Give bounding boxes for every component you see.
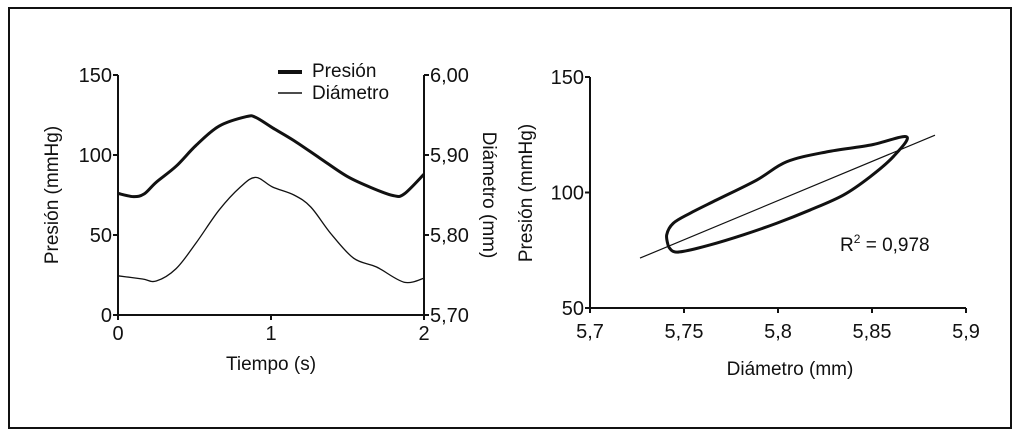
x-tick-label: 2 xyxy=(418,323,429,345)
legend-label-presion: Presión xyxy=(312,61,376,82)
y-tick-label: 100 xyxy=(551,183,584,205)
x-tick-label: 5,75 xyxy=(665,321,704,343)
x-axis-label-1: Tiempo (s) xyxy=(226,354,316,375)
y-tick-label: 50 xyxy=(90,225,112,247)
y-axis-label-2: Presión (mmHg) xyxy=(516,124,537,262)
pressure-diameter-loop xyxy=(665,135,909,254)
y-tick-label: 100 xyxy=(79,145,112,167)
x-tick-label: 5,8 xyxy=(764,321,792,343)
y-tick-label: 150 xyxy=(551,67,584,89)
y2-axis-label-1: Diámetro (mm) xyxy=(478,132,499,259)
legend: Presión Diámetro xyxy=(278,61,389,104)
figure-frame xyxy=(8,7,1012,429)
legend-label-diametro: Diámetro xyxy=(312,83,389,104)
y-tick-label: 50 xyxy=(562,298,584,320)
y2-tick-label: 6,00 xyxy=(430,65,469,87)
series-line-diametro xyxy=(117,176,425,284)
y2-tick-label: 5,70 xyxy=(430,305,469,327)
x-tick-label: 5,9 xyxy=(952,321,980,343)
x-tick-label: 1 xyxy=(265,323,276,345)
time-series-chart: 0 1 2 0 50 100 150 5,70 5,80 5,90 6,00 xyxy=(79,65,469,345)
x-tick-label: 5,7 xyxy=(576,321,604,343)
pressure-diameter-chart: 5,7 5,75 5,8 5,85 5,9 50 100 150 xyxy=(551,67,980,343)
x-tick-label: 5,85 xyxy=(853,321,892,343)
y2-tick-label: 5,90 xyxy=(430,145,469,167)
regression-line xyxy=(639,134,936,259)
y-tick-label: 150 xyxy=(79,65,112,87)
y-tick-label: 0 xyxy=(101,305,112,327)
y-axis-label-1: Presión (mmHg) xyxy=(42,126,63,264)
r-squared-annotation: R2 = 0,978 xyxy=(840,232,930,256)
y2-tick-label: 5,80 xyxy=(430,225,469,247)
x-tick-label: 0 xyxy=(112,323,123,345)
series-line-presion xyxy=(117,114,426,199)
x-axis-label-2: Diámetro (mm) xyxy=(727,359,854,380)
